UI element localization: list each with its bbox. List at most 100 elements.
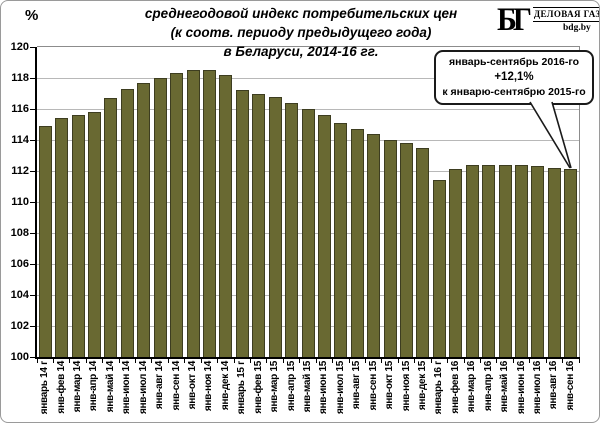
bar (153, 78, 167, 357)
bar (202, 70, 216, 357)
y-axis-label: 110 (11, 196, 29, 208)
x-axis-label: янв-май 16 (499, 361, 511, 413)
chart-title-line1: среднегодовой индекс потребительских цен (144, 6, 458, 21)
bar (170, 73, 184, 357)
x-axis-label: янв-июл 16 (531, 361, 543, 415)
x-axis-label: январь 15 г (236, 361, 248, 415)
y-axis-tick (30, 263, 35, 265)
x-axis-tick (512, 359, 514, 363)
callout-line3: к январю-сентябрю 2015-го (442, 86, 586, 98)
bar (137, 82, 151, 357)
y-axis-label: 100 (10, 351, 29, 363)
x-axis-label: янв-июл 14 (137, 361, 149, 415)
x-axis-tick (315, 359, 317, 363)
x-axis-tick (299, 359, 301, 363)
x-axis-label: янв-фев 15 (252, 361, 264, 414)
x-axis-label: янв-апр 15 (285, 361, 297, 411)
bar (38, 126, 52, 357)
x-axis-tick (250, 359, 251, 363)
x-axis-tick (562, 359, 564, 363)
bar (482, 164, 496, 357)
x-axis-tick (52, 359, 54, 363)
callout-line2: +12,1% (494, 71, 534, 83)
x-axis-tick (529, 359, 531, 363)
bdg-logo-name: ДЕЛОВАЯ ГАЗЕТА (532, 7, 599, 22)
bar (564, 169, 578, 357)
y-axis-label: 108 (10, 227, 29, 239)
x-axis-label: янв-мар 16 (466, 361, 478, 413)
y-axis-tick (30, 294, 35, 296)
bar (515, 164, 528, 357)
chart-title-line2: (к соотв. периоду предыдущего года) (170, 25, 432, 40)
y-axis-tick (30, 201, 35, 203)
bdg-logo-text: ДЕЛОВАЯ ГАЗЕТА bdg.by (532, 4, 599, 33)
x-axis-label: янв-окт 14 (187, 361, 199, 410)
x-axis-label: янв-апр 14 (88, 361, 100, 411)
bar (120, 88, 134, 357)
y-axis-tick (30, 170, 35, 172)
x-axis-label: янв-мар 14 (72, 361, 84, 413)
callout-line1: январь-сентябрь 2016-го (448, 56, 580, 68)
x-axis-label: янв-май 14 (104, 361, 116, 413)
x-axis-label: янв-авг 14 (154, 361, 166, 410)
bdg-logo: БГ ДЕЛОВАЯ ГАЗЕТА bdg.by (497, 1, 599, 38)
bar (285, 102, 299, 357)
bar (104, 98, 118, 357)
x-axis-tick (217, 359, 219, 363)
bar (235, 90, 249, 357)
x-axis-tick (348, 359, 350, 363)
x-axis-tick (184, 359, 186, 363)
bdg-monogram-icon: БГ (497, 1, 532, 38)
x-axis-tick (479, 359, 481, 363)
bar (252, 93, 266, 357)
x-axis-tick (36, 359, 38, 363)
bar (416, 147, 430, 357)
x-axis-tick (135, 359, 137, 363)
y-axis-unit-label: % (25, 7, 39, 24)
y-axis-label: 102 (10, 320, 29, 332)
x-axis-label: янв-авг 15 (351, 361, 363, 410)
bar (465, 164, 479, 357)
bar (186, 70, 200, 357)
x-axis-label: янв-фев 14 (55, 361, 67, 414)
y-axis-tick (30, 77, 35, 79)
y-axis-label: 120 (10, 41, 29, 53)
x-axis-tick (447, 359, 449, 363)
x-axis-label: янв-ноя 14 (203, 361, 215, 412)
x-axis-label: янв-авг 16 (548, 361, 560, 410)
chart-title: среднегодовой индекс потребительских цен… (101, 4, 501, 61)
x-axis-tick (496, 359, 498, 363)
bdg-logo-site: bdg.by (563, 23, 591, 33)
bar (87, 112, 101, 357)
x-axis-tick (167, 359, 169, 363)
x-axis-tick (69, 359, 71, 363)
y-axis-label: 116 (11, 103, 29, 115)
y-axis-tick (30, 356, 35, 358)
x-axis-label: янв-фев 16 (449, 361, 461, 414)
y-axis-label: 106 (10, 258, 29, 270)
x-axis-label: янв-апр 16 (482, 361, 494, 411)
x-axis-label: янв-сен 14 (170, 361, 182, 411)
plot-border-right (579, 46, 580, 357)
x-axis-label: янв-июн 14 (121, 361, 133, 414)
bar (383, 140, 397, 357)
chart-title-line3: в Беларуси, 2014-16 гг. (223, 44, 379, 59)
bar (350, 129, 364, 357)
x-axis-tick (266, 359, 268, 363)
x-axis-label: янв-мар 15 (269, 361, 281, 413)
bar (317, 115, 331, 357)
bar (55, 118, 69, 357)
x-axis-tick (102, 359, 104, 363)
x-axis-label: янв-дек 15 (416, 361, 428, 411)
x-axis-label: янв-сен 15 (367, 361, 379, 411)
x-axis-tick (414, 359, 416, 363)
x-axis-label: янв-июн 15 (318, 361, 330, 414)
y-axis-tick (30, 139, 35, 141)
x-axis-tick (332, 359, 334, 363)
y-axis-label: 104 (10, 289, 29, 301)
x-axis-tick (397, 359, 399, 363)
x-axis-tick (545, 359, 547, 363)
y-axis-tick (30, 232, 35, 234)
x-axis-label: янв-июн 16 (515, 361, 527, 414)
x-axis-tick (282, 359, 284, 363)
